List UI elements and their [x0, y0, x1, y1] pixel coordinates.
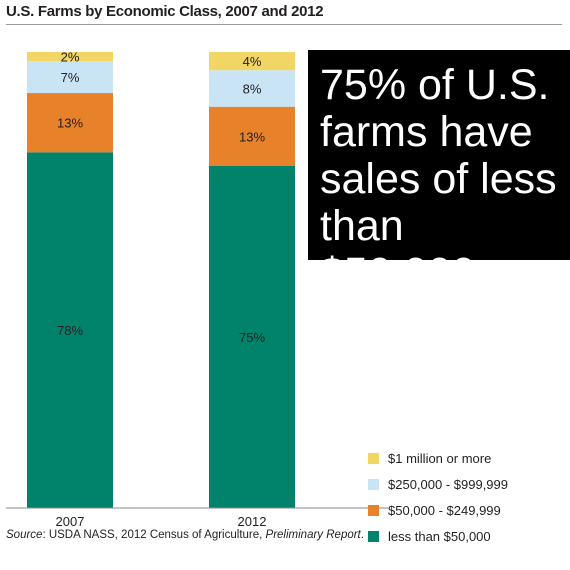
legend-label: less than $50,000 [388, 529, 491, 544]
data-label-2012-3: 8% [243, 81, 262, 96]
legend-label: $50,000 - $249,999 [388, 503, 501, 518]
source-report: Preliminary Report [265, 529, 361, 541]
bar-segment-2012-4 [209, 52, 295, 71]
legend-swatch [368, 505, 379, 516]
source-end: . [360, 529, 364, 541]
data-label-2012-1: 75% [239, 330, 265, 345]
legend-label: $1 million or more [388, 451, 492, 466]
data-label-2007-2: 13% [57, 116, 83, 131]
legend-swatch [368, 453, 379, 464]
data-label-2007-4: 2% [61, 50, 80, 65]
bar-segment-2007-1 [27, 152, 113, 508]
legend-swatch [368, 479, 379, 490]
callout-box: 75% of U.S. farms have sales of less tha… [308, 50, 570, 297]
data-label-2007-3: 7% [61, 70, 80, 85]
legend-swatch [368, 531, 379, 542]
source-text: : USDA NASS, 2012 Census of Agriculture, [42, 529, 266, 541]
data-label-2007-1: 78% [57, 323, 83, 338]
chart-title: U.S. Farms by Economic Class, 2007 and 2… [6, 3, 324, 20]
source-note: Source: USDA NASS, 2012 Census of Agricu… [6, 529, 364, 541]
title-divider [6, 24, 562, 25]
bar-segment-2012-1 [209, 166, 295, 508]
bar-segment-2007-4 [27, 52, 113, 62]
bar-segment-2012-2 [209, 106, 295, 166]
data-label-2012-4: 4% [243, 54, 262, 69]
x-tick-label-2012: 2012 [238, 514, 267, 529]
bar-segment-2012-3 [209, 70, 295, 107]
source-label: Source [6, 529, 43, 541]
bar-segment-2007-3 [27, 61, 113, 94]
x-tick-label-2007: 2007 [56, 514, 85, 529]
bar-segment-2007-2 [27, 93, 113, 153]
data-label-2012-2: 13% [239, 129, 265, 144]
legend-label: $250,000 - $999,999 [388, 477, 508, 492]
